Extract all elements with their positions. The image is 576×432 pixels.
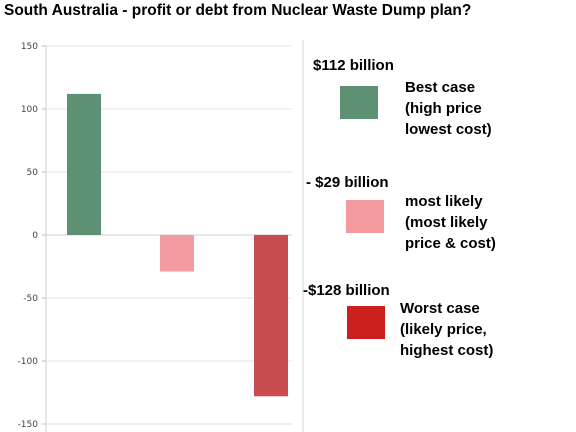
legend-amount-worst: -$128 billion [303, 282, 390, 299]
legend-desc-likely: most likely (most likely price & cost) [405, 193, 496, 252]
bar-chart: -150 -100 -50 0 50 100 150 [18, 40, 304, 432]
legend-swatch-best [340, 86, 378, 119]
bar-most-likely [160, 235, 194, 272]
legend-swatch-likely [346, 200, 384, 233]
y-tick-label: 100 [21, 105, 38, 115]
legend-amount-best: $112 billion [313, 57, 394, 74]
legend-swatch-worst [347, 306, 385, 339]
y-tick-label: 50 [27, 168, 39, 178]
y-tick-label: -150 [18, 420, 39, 430]
legend-desc-worst: Worst case (likely price, highest cost) [400, 300, 494, 359]
y-tick-label: -50 [23, 294, 38, 304]
bar-best-case [67, 93, 101, 235]
y-tick-label: -100 [18, 357, 39, 367]
legend-amount-likely: - $29 billion [306, 174, 389, 191]
y-tick-label: 150 [21, 42, 38, 52]
chart-title: South Australia - profit or debt from Nu… [4, 2, 472, 19]
legend-desc-best: Best case (high price lowest cost) [405, 79, 492, 138]
bar-worst-case [254, 235, 288, 397]
y-tick-label: 0 [32, 231, 38, 241]
